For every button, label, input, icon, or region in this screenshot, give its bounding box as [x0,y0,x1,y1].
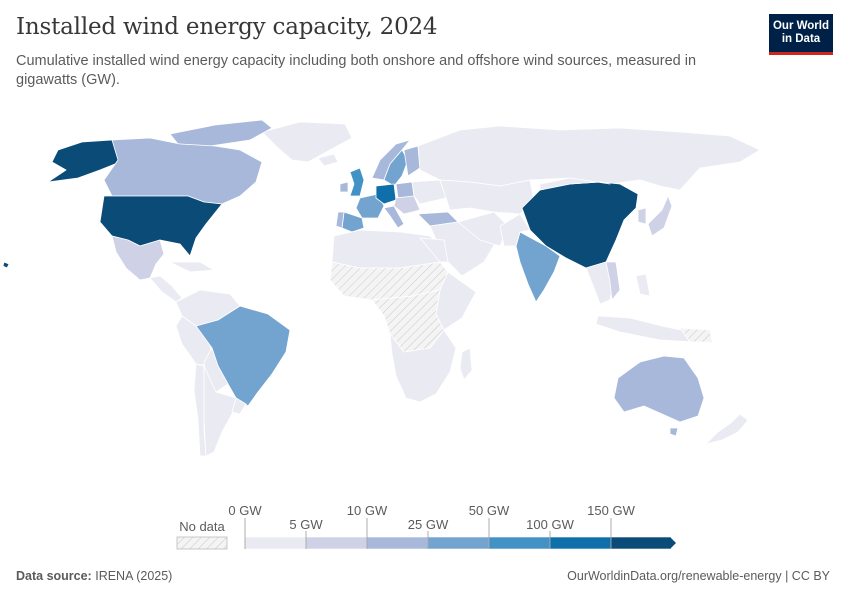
country-philippines[interactable] [635,273,651,297]
country-ukraine-belarus[interactable] [411,179,447,205]
legend-arrow [670,537,676,549]
country-italy[interactable] [383,205,405,229]
legend-tick-label-0: 0 GW [228,503,262,518]
legend-ticks: 0 GW 5 GW 10 GW 25 GW 50 GW 100 GW 150 GW [228,503,636,549]
country-vietnam[interactable] [605,261,621,301]
legend-bin-4[interactable] [488,536,551,550]
country-new-zealand[interactable] [705,413,749,445]
legend-bin-1[interactable] [305,536,368,550]
legend-tick-label-6: 150 GW [587,503,635,518]
country-ireland[interactable] [339,181,349,193]
chart-title: Installed wind energy capacity, 2024 [16,14,438,40]
country-madagascar[interactable] [459,347,473,381]
country-india[interactable] [515,231,561,303]
country-finland[interactable] [403,145,421,177]
country-mexico[interactable] [111,235,165,281]
legend-no-data-label: No data [179,519,225,534]
legend-tick-label-1: 5 GW [289,517,323,532]
legend-no-data-swatch [176,536,228,550]
country-papua[interactable] [679,327,713,343]
country-tasmania[interactable] [669,427,679,437]
legend-tick-label-4: 50 GW [469,503,510,518]
country-portugal[interactable] [335,211,345,229]
country-russia[interactable] [417,125,761,191]
country-poland[interactable] [395,181,415,199]
logo-line-2: in Data [781,33,821,45]
country-usa-hawaii[interactable] [2,261,10,269]
legend-bin-3[interactable] [427,536,490,550]
region-north-africa[interactable] [331,229,445,269]
region-caribbean[interactable] [169,261,215,273]
country-mongolia[interactable] [539,177,611,191]
chart-subtitle: Cumulative installed wind energy capacit… [16,53,697,88]
data-source: Data source: IRENA (2025) [16,569,172,583]
legend-bin-5[interactable] [549,536,612,550]
country-canada[interactable] [103,137,263,205]
legend-bin-2[interactable] [366,536,429,550]
country-usa-alaska[interactable] [47,139,131,183]
country-australia[interactable] [613,355,705,423]
country-greenland[interactable] [261,121,353,163]
legend-bins [244,536,672,550]
legend-bin-0[interactable] [244,536,307,550]
region-central-africa-no-data[interactable] [371,289,445,353]
data-source-label: Data source: [16,569,92,583]
map-legend: No data 0 GW 5 GW 10 GW 25 GW 50 GW 100 GW 150… [176,503,676,550]
region-central-europe[interactable] [393,195,421,215]
country-argentina[interactable] [203,365,237,457]
legend-tick-label-5: 100 GW [526,517,574,532]
footer-url[interactable]: OurWorldinData.org/renewable-energy | CC… [567,569,830,583]
country-korea[interactable] [637,207,647,225]
country-japan[interactable] [647,195,673,237]
data-source-value: IRENA (2025) [95,569,173,583]
legend-tick-label-2: 10 GW [347,503,388,518]
owid-logo[interactable]: Our World in Data [769,14,833,55]
country-canada-islands[interactable] [169,119,273,147]
country-uk[interactable] [349,167,365,197]
country-uruguay[interactable] [231,397,247,415]
logo-line-1: Our World [772,20,829,32]
country-germany[interactable] [375,183,397,205]
region-southern-africa[interactable] [389,329,457,403]
world-map [2,119,761,457]
region-central-asia[interactable] [439,179,535,215]
legend-tick-label-3: 25 GW [408,517,449,532]
country-pakistan-afghanistan[interactable] [499,213,531,247]
country-iceland[interactable] [317,153,339,167]
country-egypt[interactable] [419,237,449,263]
legend-bin-6[interactable] [610,536,672,550]
region-central-america[interactable] [149,275,183,303]
